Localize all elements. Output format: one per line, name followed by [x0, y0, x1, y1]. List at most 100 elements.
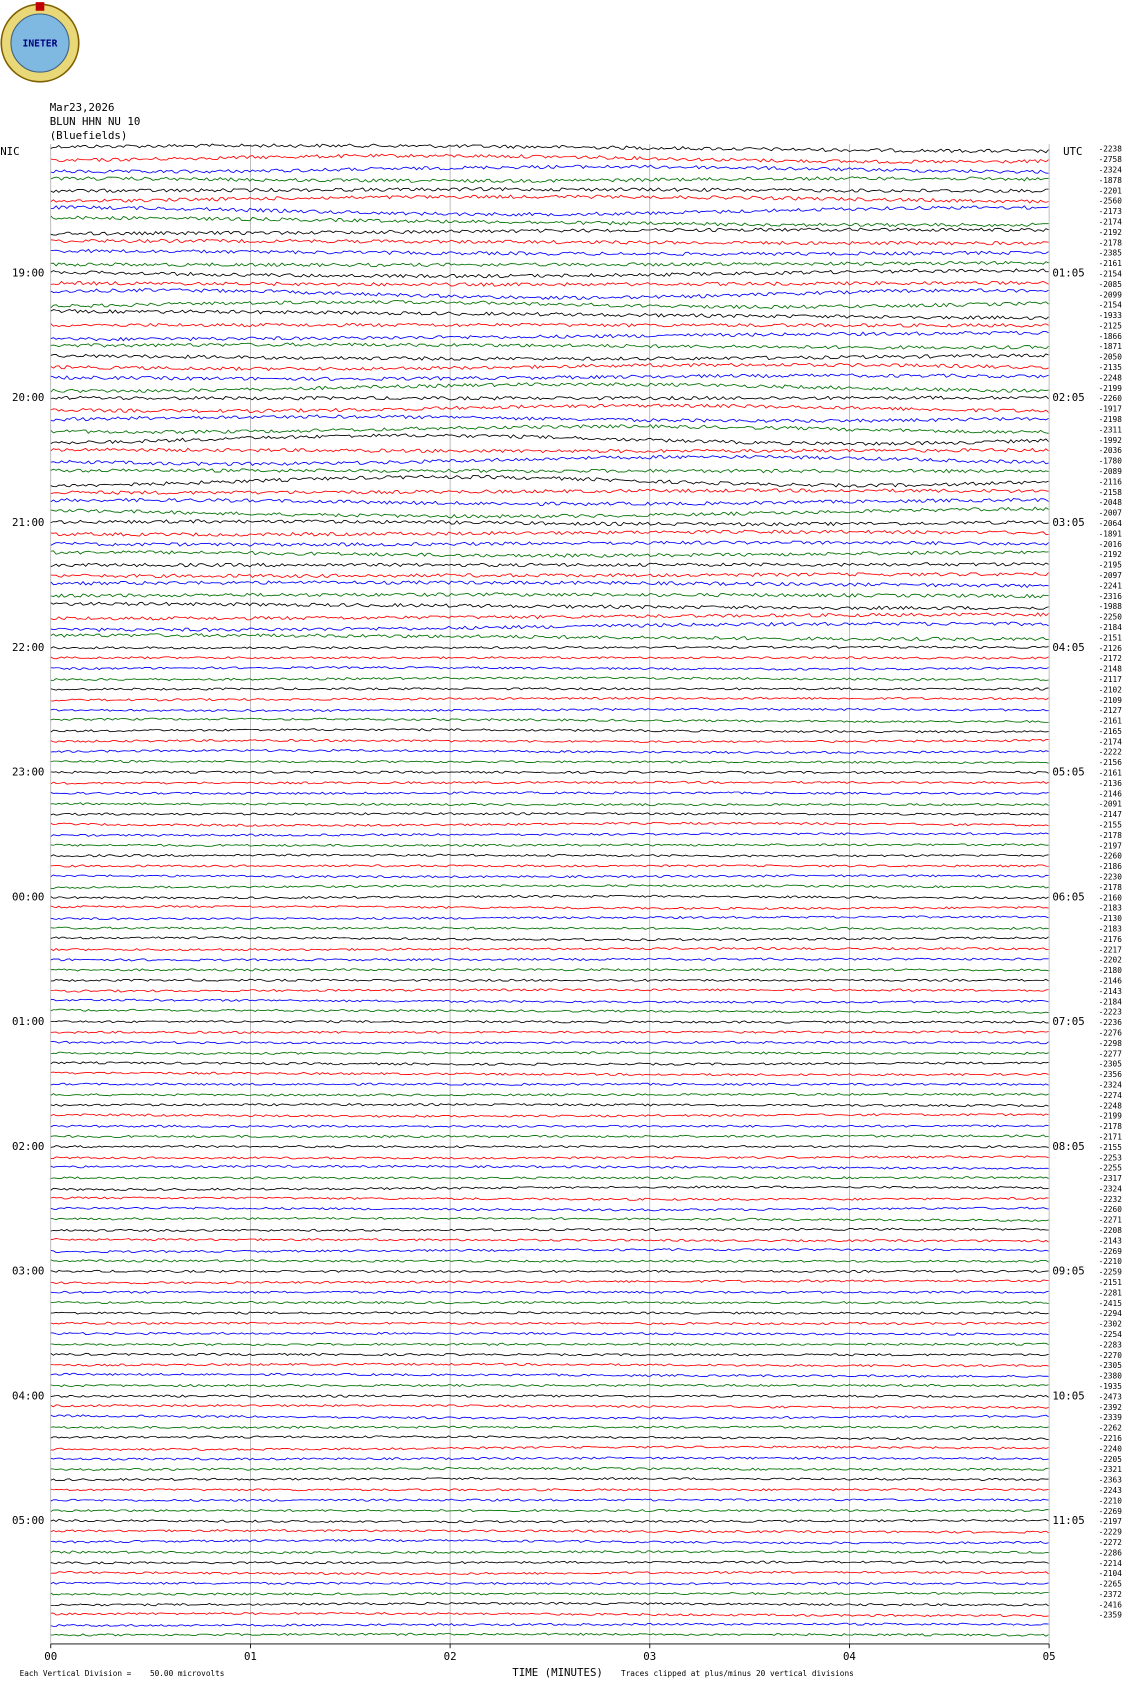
trace [50, 1601, 1049, 1607]
trace [50, 1300, 1049, 1305]
offset-label: -2216 [1099, 1434, 1123, 1443]
trace [50, 414, 1049, 423]
right-hour-label: 10:05 [1052, 1389, 1084, 1402]
trace [50, 1591, 1049, 1596]
offset-label: -2416 [1099, 1600, 1123, 1609]
trace [50, 612, 1049, 621]
offset-label: -2183 [1099, 904, 1123, 913]
offset-label: -2125 [1099, 321, 1123, 330]
offset-label: -2091 [1099, 800, 1123, 809]
scale-note: Each Vertical Division = 50.00 microvolt… [20, 1669, 225, 1678]
trace [50, 1445, 1049, 1451]
offset-label: -2286 [1099, 1548, 1123, 1557]
right-hour-label: 06:05 [1052, 890, 1084, 903]
offset-label: -2136 [1099, 779, 1123, 788]
offset-label: -2130 [1099, 914, 1123, 923]
offset-label: -1935 [1099, 1382, 1123, 1391]
trace [50, 1071, 1049, 1077]
offset-label: -2178 [1099, 831, 1123, 840]
left-zone: NIC [0, 145, 19, 158]
offset-label: -1871 [1099, 342, 1123, 351]
trace [50, 1394, 1049, 1398]
offset-label: -2198 [1099, 415, 1123, 424]
trace [50, 1321, 1049, 1326]
offset-label: -2160 [1099, 893, 1123, 902]
trace [50, 1550, 1049, 1555]
offset-label: -2272 [1099, 1538, 1122, 1547]
trace [50, 153, 1049, 164]
offset-label: -2260 [1099, 394, 1123, 403]
station: BLUN HHN NU 10 [50, 115, 141, 128]
offset-label: -2143 [1099, 1236, 1123, 1245]
trace [50, 540, 1049, 547]
offset-label: -2317 [1099, 1174, 1123, 1183]
trace [50, 1124, 1049, 1128]
trace [50, 1498, 1049, 1502]
offset-label: -2173 [1099, 207, 1123, 216]
offset-label: -2116 [1099, 477, 1123, 486]
x-axis-title: TIME (MINUTES) [512, 1666, 603, 1679]
trace [50, 248, 1049, 257]
trace [50, 1352, 1049, 1357]
trace [50, 447, 1049, 454]
offset-label: -1917 [1099, 405, 1123, 414]
trace [50, 403, 1049, 414]
offset-label: -2195 [1099, 561, 1123, 570]
offset-label: -2007 [1099, 509, 1123, 518]
trace [50, 506, 1049, 519]
trace [50, 592, 1049, 599]
offset-label: -2085 [1099, 280, 1123, 289]
offset-label: -2250 [1099, 613, 1123, 622]
trace [50, 1155, 1049, 1160]
trace [50, 739, 1049, 744]
offset-label: -2183 [1099, 925, 1123, 934]
offset-label: -2255 [1099, 1164, 1123, 1173]
trace [50, 687, 1049, 691]
offset-label: -2385 [1099, 249, 1123, 258]
trace [50, 433, 1049, 446]
offset-label: -2174 [1099, 737, 1123, 746]
trace [50, 1113, 1049, 1118]
trace [50, 926, 1049, 931]
trace [50, 728, 1049, 734]
trace [50, 791, 1049, 795]
right-hour-label: 02:05 [1052, 391, 1084, 404]
offset-label: -2155 [1099, 1143, 1123, 1152]
left-hour-label: 03:00 [12, 1265, 44, 1278]
left-hour-label: 22:00 [12, 641, 44, 654]
offset-label: -2339 [1099, 1413, 1123, 1422]
trace [50, 1560, 1049, 1565]
trace [50, 656, 1049, 660]
offset-label: -2127 [1099, 706, 1123, 715]
x-tick-label: 02 [444, 1650, 457, 1663]
offset-label: -2210 [1099, 1496, 1123, 1505]
offset-label: -1988 [1099, 602, 1123, 611]
x-tick-label: 00 [44, 1650, 57, 1663]
trace [50, 227, 1049, 236]
offset-label: -2201 [1099, 186, 1123, 195]
offset-label: -2148 [1099, 665, 1123, 674]
offset-label: -2305 [1099, 1361, 1123, 1370]
trace [50, 1206, 1049, 1212]
trace [50, 1632, 1049, 1637]
offset-label: -2186 [1099, 862, 1123, 871]
offset-label: -2210 [1099, 1257, 1123, 1266]
offset-label: -2151 [1099, 633, 1123, 642]
trace [50, 580, 1049, 589]
trace [50, 1518, 1049, 1524]
trace [50, 288, 1049, 300]
trace [50, 519, 1049, 527]
offset-label: -2248 [1099, 373, 1123, 382]
offset-label: -2223 [1099, 1008, 1123, 1017]
trace [50, 143, 1049, 154]
right-hour-label: 03:05 [1052, 516, 1084, 529]
offset-label: -2269 [1099, 1247, 1123, 1256]
trace [50, 707, 1049, 713]
trace [50, 749, 1049, 755]
offset-label: -2356 [1099, 1070, 1123, 1079]
offset-label: -2260 [1099, 852, 1123, 861]
trace [50, 1290, 1049, 1294]
offset-label: -1891 [1099, 529, 1123, 538]
trace [50, 1622, 1049, 1627]
